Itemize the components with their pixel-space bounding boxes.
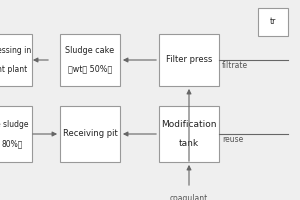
Text: 80%）: 80%） (1, 139, 23, 148)
Bar (258, 8, 288, 36)
Text: filtrate: filtrate (222, 61, 248, 70)
Text: cessing in: cessing in (0, 46, 31, 55)
Bar (159, 34, 219, 86)
Bar (0, 106, 32, 162)
Text: Receiving pit: Receiving pit (63, 130, 117, 138)
Text: reuse: reuse (222, 135, 243, 144)
Bar (60, 106, 120, 162)
Bar (159, 106, 219, 162)
Text: nt plant: nt plant (0, 65, 27, 74)
Bar (60, 34, 120, 86)
Text: Sludge cake: Sludge cake (65, 46, 115, 55)
Text: tr: tr (270, 18, 276, 26)
Text: coagulant: coagulant (170, 194, 208, 200)
Text: （wt： 50%）: （wt： 50%） (68, 65, 112, 74)
Text: Filter press: Filter press (166, 55, 212, 64)
Text: Modification: Modification (161, 120, 217, 129)
Text: tank: tank (179, 139, 199, 148)
Bar (0, 34, 32, 86)
Text: e sludge: e sludge (0, 120, 28, 129)
